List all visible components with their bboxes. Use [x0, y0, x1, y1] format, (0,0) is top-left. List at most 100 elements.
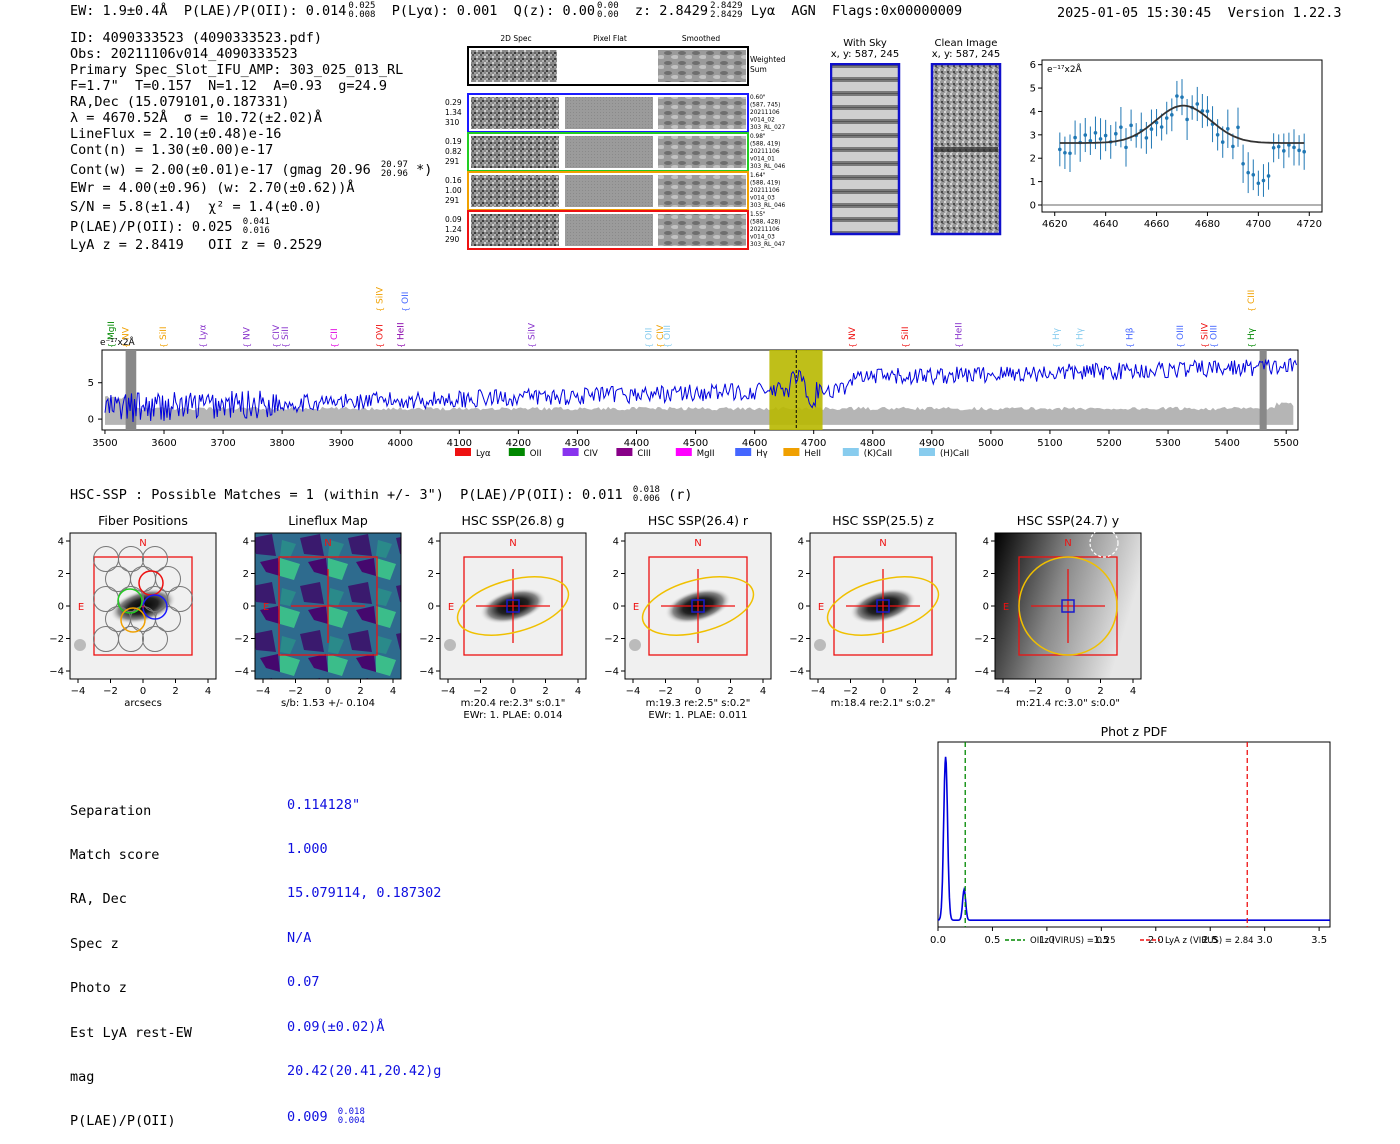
cutout-right-value: (587, 745): [750, 103, 780, 109]
info-ewr: EWr = 4.00(±0.96) (w: 2.70(±0.62))Å: [70, 180, 355, 196]
info-lambda: λ = 4670.52Å σ = 10.72(±2.02)Å: [70, 110, 322, 126]
spectrum-y-tick-label: 5: [88, 378, 94, 389]
spectrum-line-bracket: {: [527, 343, 536, 348]
cutout-right-value: 303_RL_046: [750, 164, 785, 170]
spectrum-line-label: Hγ: [1052, 327, 1062, 340]
fit-data-point: [1119, 125, 1123, 129]
cutout-row-marker: [467, 96, 469, 130]
qz-lo: 0.00: [596, 10, 619, 20]
legend-label: OII: [530, 449, 542, 459]
match-value: 0.009 0.018 0.004: [287, 1108, 441, 1126]
plae-header-frac: 0.025 0.008: [348, 2, 375, 20]
match-label: Est LyA rest-EW: [70, 1024, 192, 1041]
info-sn: S/N = 5.8(±1.4) χ² = 1.4(±0.0): [70, 199, 322, 215]
fit-data-point: [1302, 149, 1306, 154]
spectrum-line-bracket: {: [198, 343, 207, 348]
spectrum-line-label: OVI: [376, 324, 386, 340]
hsc-y-tick-label: −2: [974, 634, 989, 645]
legend-swatch: [508, 448, 525, 456]
source-ellipse: [641, 576, 755, 636]
spectrum-line-label: HeII: [396, 322, 406, 340]
flags-label: Flags:0x00000009: [832, 3, 963, 19]
fit-data-point: [1215, 133, 1220, 137]
aperture-box: [648, 556, 748, 656]
hsc-x-tick-label: 0: [695, 686, 701, 697]
fit-data-point: [1129, 123, 1133, 128]
info-plae-lo: 0.016: [242, 226, 270, 236]
hsc-caption-2: EWr: 1. PLAE: 0.014: [463, 710, 562, 721]
hsc-y-tick-label: −2: [789, 634, 804, 645]
full-spectrum-chart: MgII{NV{SiII{Lyα{NV{CIV{SiII{CII{OVI{HeI…: [88, 286, 1299, 459]
info-plae: P(LAE)/P(OII): 0.025 0.041 0.016: [70, 218, 432, 237]
cutout-2dspec: [471, 175, 559, 207]
spectrum-line-label: SiII: [281, 326, 291, 340]
legend-swatch: [675, 448, 692, 456]
cutout-right-value: v014_03: [750, 235, 775, 241]
cutout-pixelflat: [565, 136, 653, 168]
fit-data-point: [1231, 144, 1235, 149]
info-cont-n: Cont(n) = 1.30(±0.00)e-17: [70, 142, 274, 158]
fit-data-point: [1256, 181, 1261, 186]
cutout-right-value: 20211106: [750, 149, 780, 155]
fit-data-point: [1205, 109, 1210, 114]
spectrum-x-tick-label: 4300: [565, 438, 590, 449]
fit-y-tick-label: 6: [1030, 60, 1036, 71]
spectrum-x-tick-label: 5100: [1037, 438, 1062, 449]
spectrum-line-bracket: {: [1247, 307, 1256, 312]
fiber-orange: [120, 607, 146, 633]
spectrum-line-bracket: {: [1052, 343, 1061, 348]
fit-data-point: [1058, 147, 1062, 152]
match-value: 1.000: [287, 840, 328, 857]
match-plae: 0.009: [287, 1109, 328, 1126]
spectrum-x-tick-label: 4500: [683, 438, 708, 449]
match-value: 0.114128": [287, 796, 361, 813]
legend-lya-text: LyA z (VIRUS) = 2.84: [1165, 936, 1254, 946]
weighted-smoothed: [658, 50, 746, 82]
qz-frac: 0.00 0.00: [597, 2, 619, 20]
faint-source: [74, 639, 86, 651]
z-frac: 2.8429 2.8429: [710, 2, 743, 20]
hsc-y-tick-label: −2: [49, 634, 64, 645]
cutout-pixelflat: [565, 175, 653, 207]
info-id: ID: 4090333523 (4090333523.pdf): [70, 30, 322, 46]
fit-data-point: [1144, 136, 1149, 140]
legend-label: (K)CaII: [864, 449, 892, 459]
photz-x-tick-label: 3.0: [1257, 935, 1273, 946]
hsc-title-frac: 0.018 0.006: [633, 486, 660, 504]
fit-data-point: [1180, 95, 1184, 99]
source-ellipse: [456, 576, 570, 636]
fiber-center-mark: +: [140, 603, 146, 611]
north-label: N: [694, 538, 701, 549]
spectrum-line-label: CII: [330, 328, 340, 340]
plya-label: P(Lyα): 0.001: [391, 3, 498, 19]
info-plae-hi: 0.041: [242, 217, 270, 227]
photz-content: 0.0 0.5 1.0 1.5 2.0 2.5 3.0 3.5: [930, 742, 1330, 946]
aperture-box: [463, 556, 563, 656]
fiber-green: [117, 588, 143, 614]
legend-label: CIV: [584, 449, 598, 459]
hsc-x-tick-label: −4: [996, 686, 1011, 697]
hsc-y-tick-label: 0: [983, 602, 989, 613]
z-label: z: 2.8429: [634, 3, 709, 19]
spectrum-x-tick-label: 5200: [1096, 438, 1121, 449]
legend-label: MgII: [697, 449, 715, 459]
with-sky-coords: x, y: 587, 245: [830, 49, 900, 60]
spectrum-line-label: MgII: [107, 321, 117, 340]
cont-w-text: Cont(w) = 2.00(±0.01)e-17 (gmag 20.96: [70, 162, 371, 178]
fit-data-point: [1287, 143, 1291, 147]
photz-x-tick-label: 0.0: [930, 935, 946, 946]
faint-source: [444, 639, 456, 651]
legend-swatch: [783, 448, 800, 456]
spectrum-line-bracket: {: [376, 307, 385, 312]
spectrum-line-bracket: {: [1176, 343, 1185, 348]
fit-data-point: [1114, 131, 1118, 136]
spectrum-line-label: Hγ: [1247, 327, 1257, 340]
spectrum-line-label: NV: [122, 326, 132, 340]
fit-data-point: [1226, 126, 1230, 131]
fit-x-tick-label: 4640: [1093, 219, 1118, 230]
z-hi: 2.8429: [710, 1, 743, 11]
hsc-x-tick-label: −2: [658, 686, 673, 697]
fit-y-tick-label: 4: [1030, 107, 1036, 118]
photz-x-tick-label: 2.5: [1202, 935, 1218, 946]
fit-x-tick-label: 4680: [1195, 219, 1220, 230]
